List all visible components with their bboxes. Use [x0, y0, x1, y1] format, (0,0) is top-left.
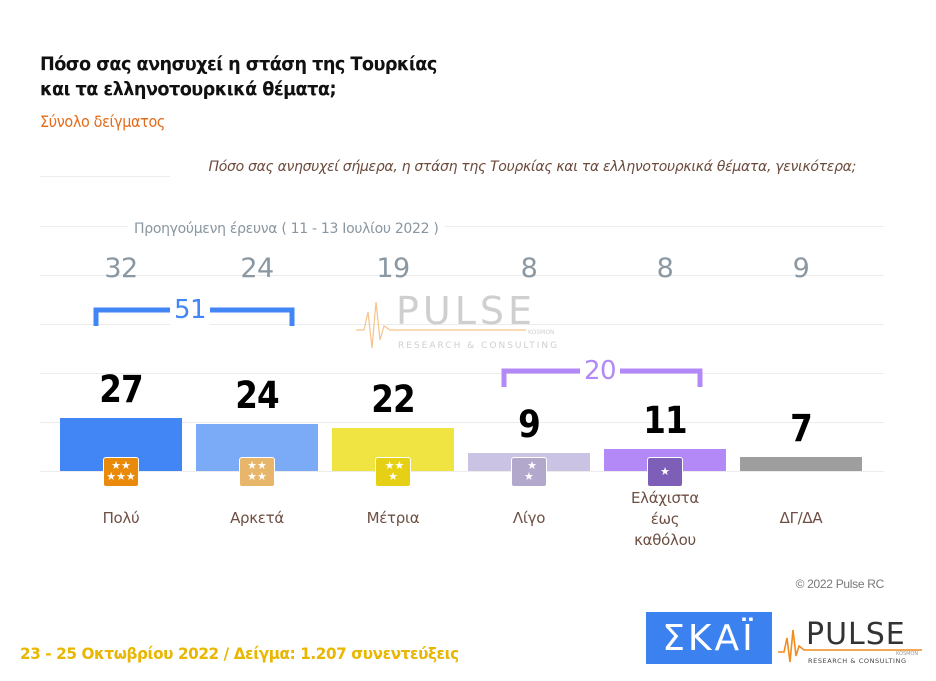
- watermark-brand: PULSE: [396, 290, 536, 333]
- previous-value: 8: [656, 253, 674, 284]
- gridline: [40, 422, 884, 423]
- previous-survey-label: Προηγούμενη έρευνα ( 11 - 13 Ιουλίου 202…: [128, 221, 445, 237]
- category-label-line: Πολύ: [102, 509, 140, 527]
- category-label: Λίγο: [464, 508, 594, 529]
- previous-value: 8: [520, 253, 538, 284]
- skai-logo: ΣΚΑΪ: [646, 612, 772, 664]
- bar-value-label: 27: [99, 368, 143, 412]
- category-label-line: Αρκετά: [230, 509, 284, 527]
- pulse-wave-icon: [356, 301, 526, 349]
- previous-value: 24: [240, 253, 274, 284]
- survey-question: Πόσο σας ανησυχεί σήμερα, η στάση της Το…: [0, 159, 862, 175]
- bracket-20-label: 20: [580, 356, 621, 386]
- watermark-sub: KOSMON: [528, 329, 555, 336]
- bar-value-label: 9: [518, 403, 541, 447]
- pulse-watermark: PULSE KOSMON RESEARCH & CONSULTING: [356, 290, 559, 351]
- three-stars-icon: ★★ ★: [375, 457, 411, 487]
- category-label: Αρκετά: [192, 508, 322, 529]
- category-label: ΔΓ/ΔΑ: [736, 508, 866, 529]
- survey-footer: 23 - 25 Οκτωβρίου 2022 / Δείγμα: 1.207 σ…: [20, 644, 459, 663]
- bar-5: [740, 457, 862, 471]
- pulse-logo-tagline: RESEARCH & CONSULTING: [808, 657, 907, 665]
- title-line-2: και τα ελληνοτουρκικά θέματα;: [40, 78, 337, 100]
- category-label-line: καθόλου: [634, 531, 696, 549]
- bar-value-label: 11: [643, 399, 687, 443]
- watermark-tagline: RESEARCH & CONSULTING: [398, 341, 559, 351]
- gridline: [40, 275, 884, 276]
- gridline: [40, 373, 884, 374]
- category-label: Πολύ: [56, 508, 186, 529]
- bracket-51-label: 51: [170, 295, 211, 325]
- bar-value-label: 24: [235, 373, 279, 417]
- gridline: [40, 471, 884, 472]
- two-stars-icon: ★ ★: [511, 457, 547, 487]
- title-line-1: Πόσο σας ανησυχεί η στάση της Τουρκίας: [40, 53, 437, 75]
- chart-subtitle: Σύνολο δείγματος: [40, 112, 166, 131]
- gridline: [40, 226, 884, 227]
- previous-value: 9: [792, 253, 810, 284]
- previous-value: 32: [104, 253, 138, 284]
- pulse-logo: PULSE KOSMON RESEARCH & CONSULTING: [778, 617, 922, 665]
- pulse-wave-icon: [778, 629, 922, 663]
- pulse-logo-text: PULSE: [806, 617, 906, 652]
- bar-value-label: 22: [371, 377, 415, 421]
- category-label-line: Λίγο: [512, 509, 546, 527]
- gridline: [40, 176, 170, 177]
- one-star-icon: ★: [647, 457, 683, 487]
- category-label-line: Μέτρια: [366, 509, 420, 527]
- category-label: Ελάχιστα έως καθόλου: [600, 488, 730, 551]
- four-stars-icon: ★★ ★★: [239, 457, 275, 487]
- previous-value: 19: [376, 253, 410, 284]
- copyright: © 2022 Pulse RC: [795, 577, 885, 591]
- survey-question-text: Πόσο σας ανησυχεί σήμερα, η στάση της Το…: [202, 159, 862, 175]
- chart-title: Πόσο σας ανησυχεί η στάση της Τουρκίας κ…: [40, 52, 437, 102]
- pulse-logo-sub: KOSMON: [896, 651, 918, 657]
- five-stars-icon: ★★ ★★★: [103, 457, 139, 487]
- category-label: Μέτρια: [328, 508, 458, 529]
- gridline: [40, 324, 884, 325]
- bar-value-label: 7: [790, 407, 813, 451]
- category-label-line: Ελάχιστα: [630, 489, 699, 507]
- category-label-line: ΔΓ/ΔΑ: [779, 509, 823, 527]
- category-label-line: έως: [650, 510, 680, 528]
